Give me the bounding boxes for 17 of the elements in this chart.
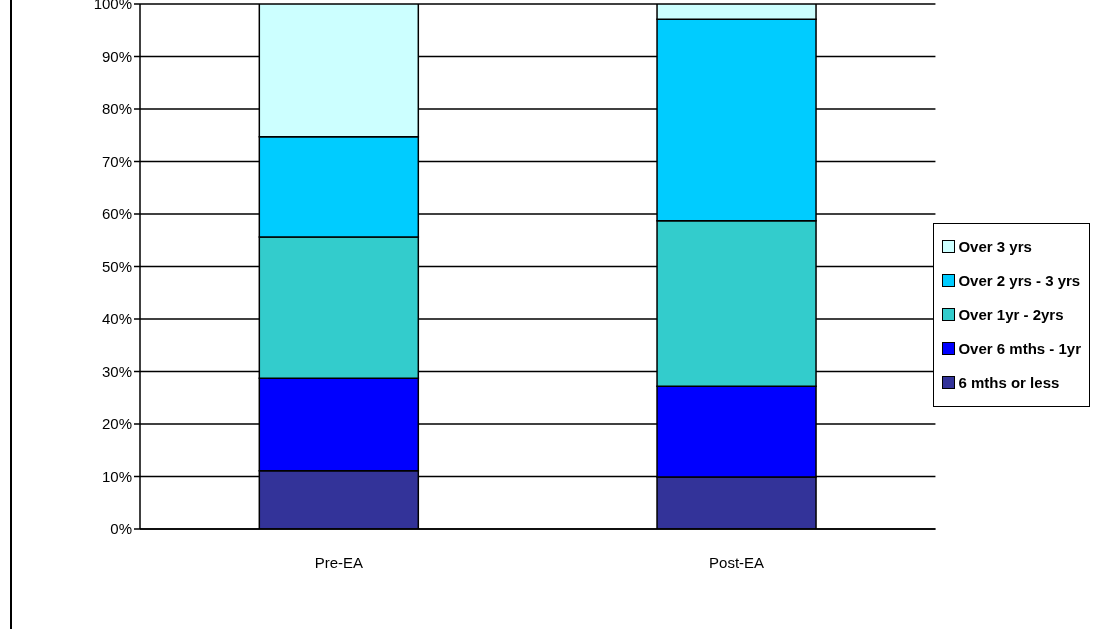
- legend-label: Over 2 yrs - 3 yrs: [958, 272, 1081, 289]
- y-tick-label: 30%: [101, 362, 132, 380]
- y-tick-label: 0%: [110, 520, 132, 538]
- y-tick-label: 20%: [101, 415, 132, 433]
- x-tick-label: Post-EA: [709, 553, 765, 571]
- y-tick-label: 70%: [101, 152, 132, 170]
- y-tick-label: 10%: [101, 467, 132, 485]
- legend-label: Over 3 yrs: [958, 238, 1032, 255]
- legend-label: 6 mths or less: [958, 374, 1060, 391]
- y-tick-label: 50%: [101, 257, 132, 275]
- legend-label: Over 1yr - 2yrs: [958, 306, 1064, 323]
- x-tick-label: Pre-EA: [314, 553, 364, 571]
- y-tick-label: 60%: [101, 205, 132, 223]
- y-tick-label: 90%: [101, 47, 132, 65]
- legend-label: Over 6 mths - 1yr: [958, 340, 1081, 357]
- y-tick-label: 40%: [101, 310, 132, 328]
- y-tick-label: 80%: [101, 100, 132, 118]
